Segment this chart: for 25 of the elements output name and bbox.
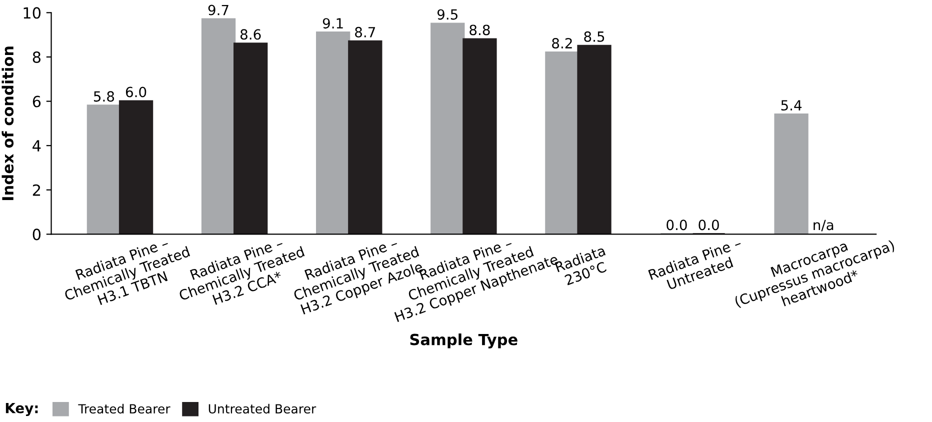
legend-title: Key: xyxy=(6,402,38,416)
data-label: 8.8 xyxy=(470,24,490,36)
y-tick-label: 0 xyxy=(32,228,41,240)
data-label: 9.5 xyxy=(437,9,458,20)
text: n/a xyxy=(814,220,834,232)
data-label: 9.1 xyxy=(322,18,343,29)
y-tick-label: 8 xyxy=(32,51,40,63)
data-label: 9.7 xyxy=(208,4,228,16)
y-axis-title: Index of condition xyxy=(2,46,14,200)
data-label: 8.7 xyxy=(355,26,376,38)
data-label: 0.0 xyxy=(698,220,719,230)
data-label: 6.0 xyxy=(126,86,146,98)
legend-label: Untreated Bearer xyxy=(208,404,316,414)
y-tick-label: 4 xyxy=(32,140,41,152)
y-tick-label: 10 xyxy=(24,7,41,19)
y-tick-label: 2 xyxy=(32,184,40,196)
data-label: 0.0 xyxy=(666,220,687,230)
data-label: 8.5 xyxy=(584,31,604,42)
data-label: 8.2 xyxy=(552,38,572,49)
x-axis-title: Sample Type xyxy=(410,333,518,348)
y-tick-label: 6 xyxy=(32,96,41,108)
legend-label: Treated Bearer xyxy=(78,404,170,414)
data-label: 8.6 xyxy=(240,29,261,40)
data-label: 5.8 xyxy=(94,91,114,102)
data-label: 5.4 xyxy=(781,100,802,111)
